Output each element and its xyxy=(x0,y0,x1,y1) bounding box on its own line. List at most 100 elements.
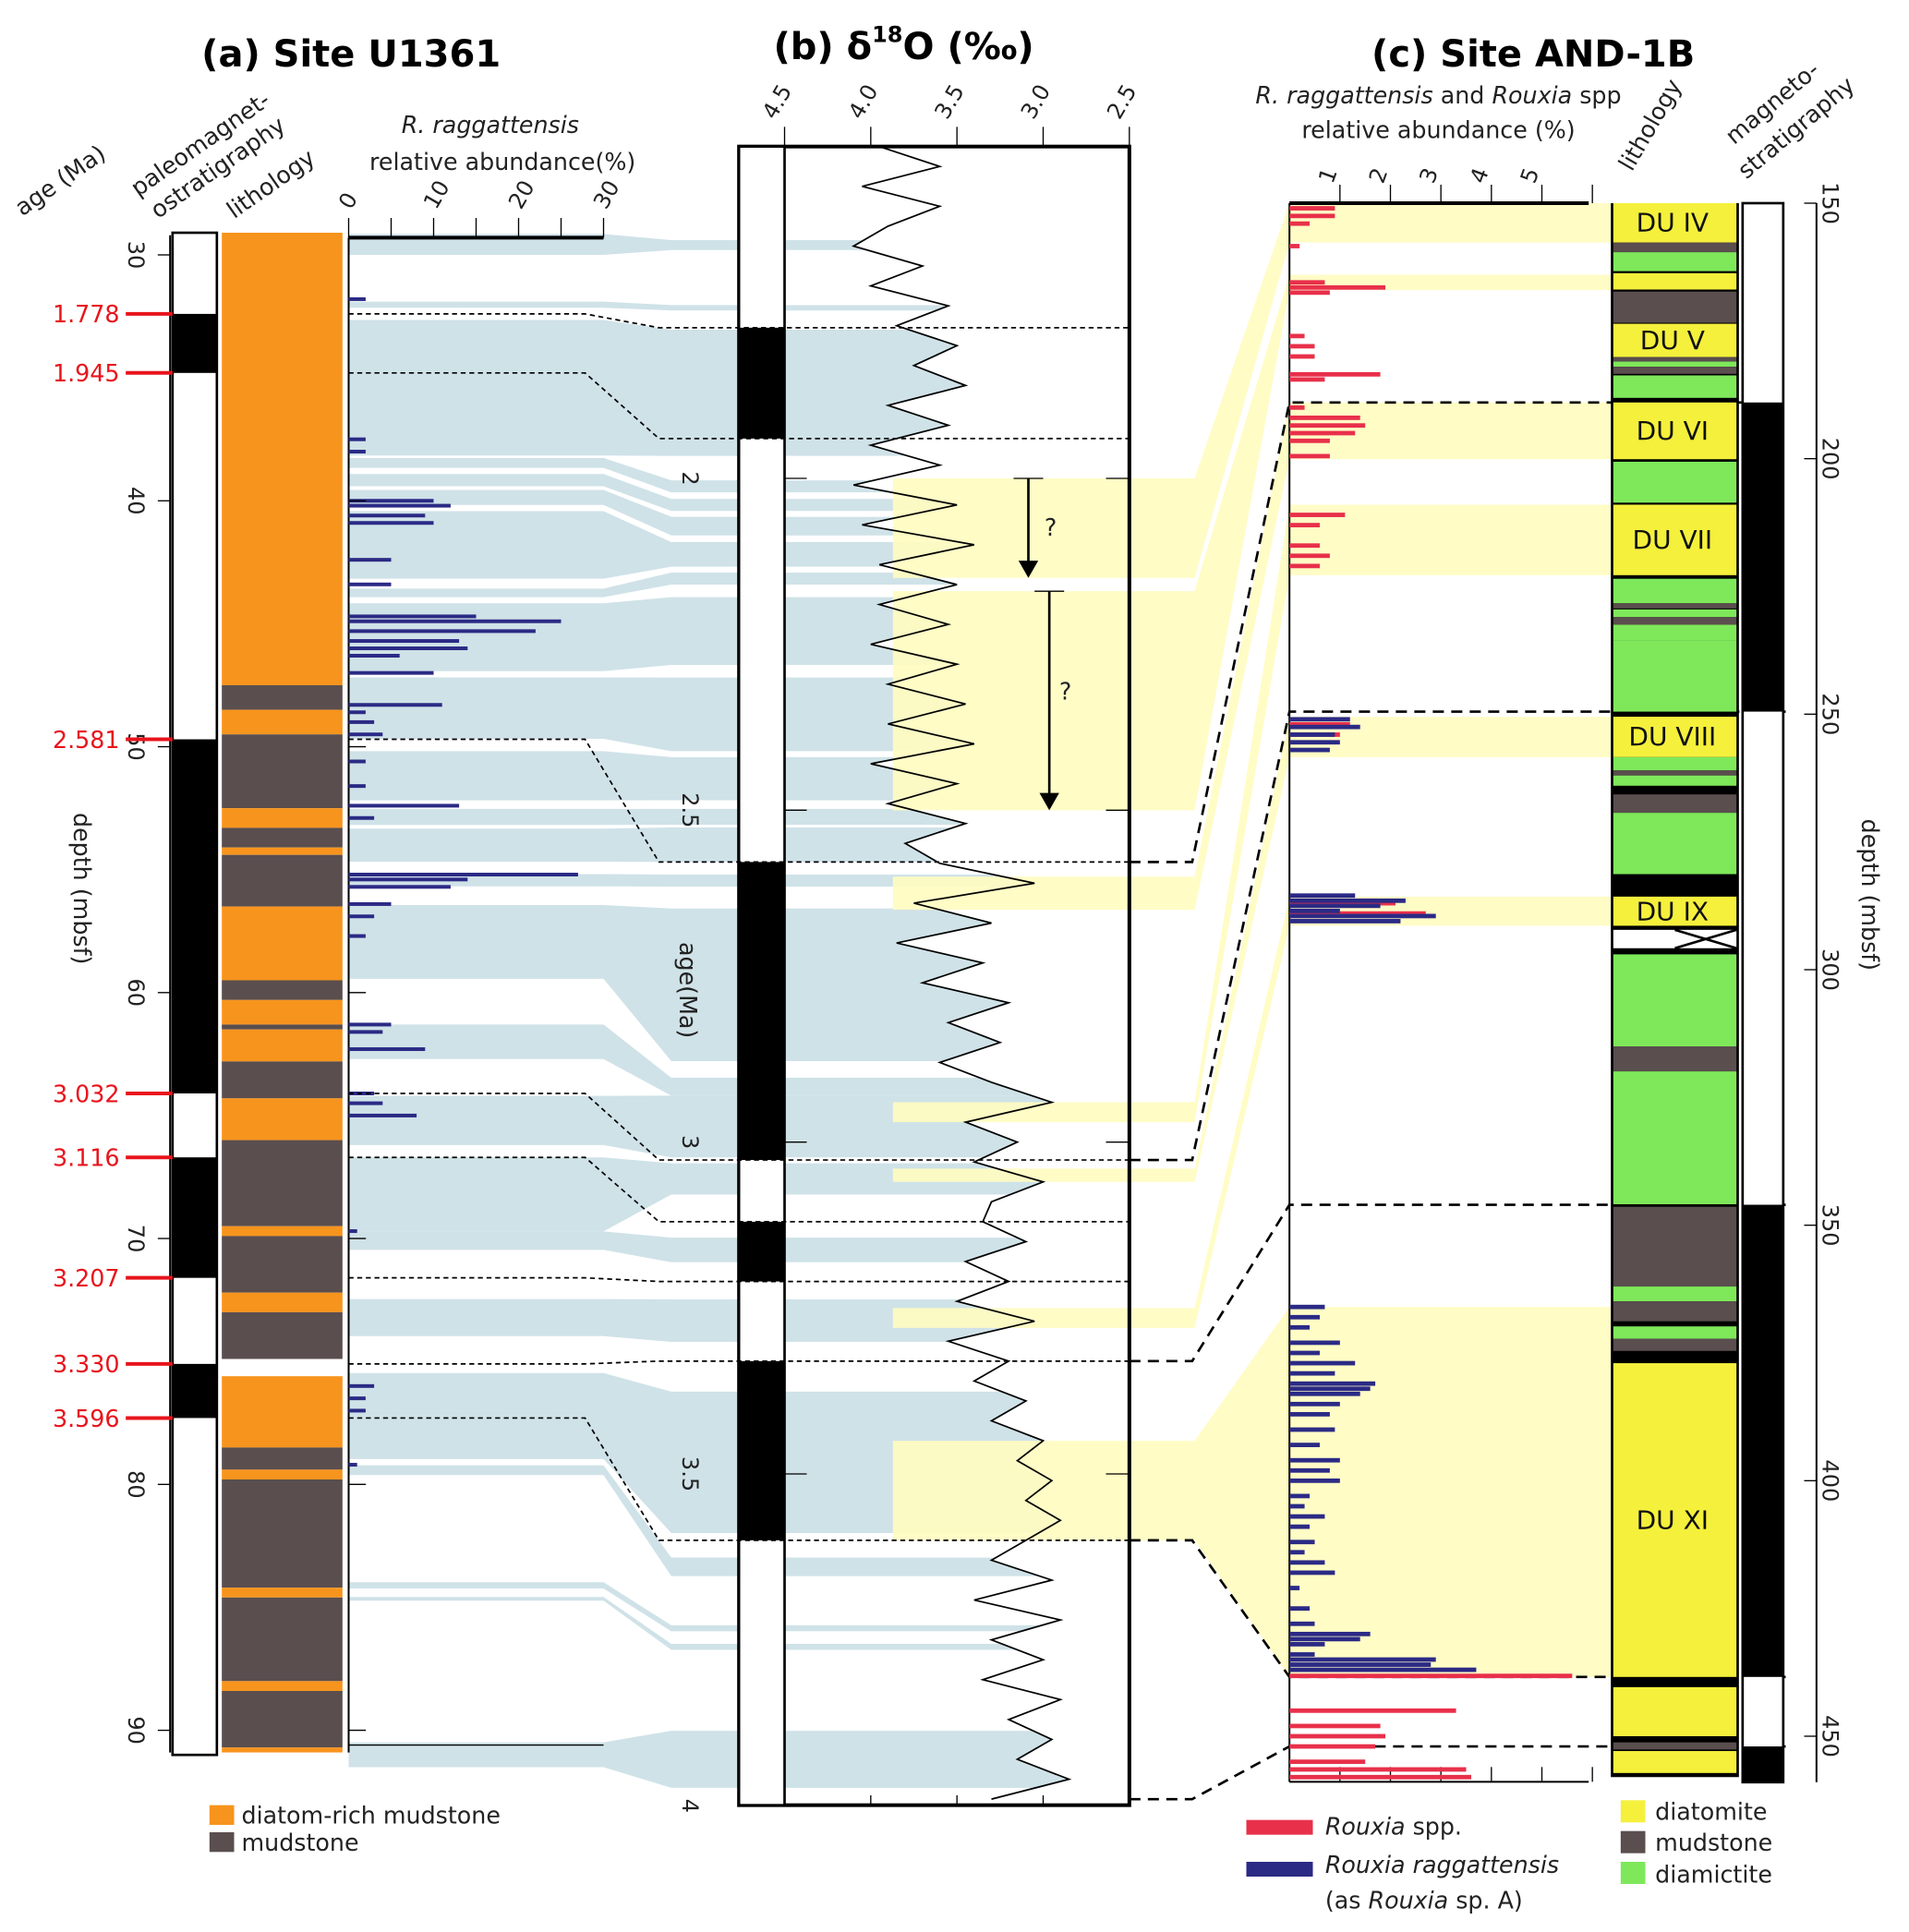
rouxia-spp-bar-c xyxy=(1289,543,1320,549)
rouxia-spp-bar-c xyxy=(1289,416,1360,420)
core-gap-cross-icon xyxy=(1674,928,1737,950)
age-tick-label: 2.5 xyxy=(677,792,703,827)
abundance-tick-label-a: 20 xyxy=(503,176,540,213)
correlation-band-grey-b xyxy=(739,1643,1069,1650)
raggattensis-bar-c xyxy=(1289,1540,1315,1545)
raggattensis-bar-a xyxy=(348,901,392,906)
age-tie-label: 3.207 xyxy=(53,1264,120,1292)
arrow-head-icon xyxy=(1039,792,1059,811)
raggattensis-bar-c xyxy=(1289,1340,1340,1346)
age-tie-label: 3.116 xyxy=(53,1144,120,1172)
rouxia-spp-bar-c xyxy=(1289,1744,1376,1749)
correlation-band-grey-b xyxy=(739,1077,1069,1096)
depositional-unit-label: DU VI xyxy=(1637,416,1709,446)
correlation-band-grey-b xyxy=(739,1624,1069,1632)
raggattensis-bar-a xyxy=(348,582,392,586)
rouxia-spp-bar-c xyxy=(1289,284,1386,290)
abundance-tick-label-c: 1 xyxy=(1313,164,1343,187)
correlation-band-yellow xyxy=(892,402,1613,911)
correlation-band-grey xyxy=(348,874,740,887)
d18o-tick-label: 3.5 xyxy=(929,80,969,124)
rouxia-spp-bar-c xyxy=(1289,453,1330,459)
legend-label-diamictite: diamictite xyxy=(1655,1861,1772,1889)
lithology-layer-c xyxy=(1613,1071,1737,1204)
lithology-layer-a xyxy=(222,1140,343,1226)
correlation-band-grey xyxy=(348,1095,740,1158)
raggattensis-bar-c xyxy=(1289,1606,1311,1612)
lithology-layer-c xyxy=(1613,1326,1737,1339)
abundance-tick-label-a: 0 xyxy=(333,188,363,213)
raggattensis-bar-c xyxy=(1289,1443,1320,1447)
lithology-layer-c xyxy=(1613,578,1737,604)
raggattensis-bar-a xyxy=(348,614,477,619)
age-tick-label: 3.5 xyxy=(677,1456,703,1491)
lithology-layer-a xyxy=(222,1681,343,1691)
rouxia-spp-bar-c xyxy=(1289,206,1335,211)
rouxia-spp-bar-c xyxy=(1289,333,1305,339)
rouxia-spp-bar-c xyxy=(1289,563,1320,569)
lithology-layer-a xyxy=(222,233,343,685)
depth-tick-label-a: 40 xyxy=(123,487,149,515)
lithology-layer-c xyxy=(1613,617,1737,625)
tie-line-a-b xyxy=(348,313,1130,329)
lithology-layer-a xyxy=(222,1376,343,1448)
lithology-layer-a xyxy=(222,1029,343,1062)
correlation-band-grey-b xyxy=(739,808,1069,826)
lithology-layer-c xyxy=(1613,609,1737,618)
lithology-layer-a xyxy=(222,1747,343,1753)
depth-tick-label-c: 450 xyxy=(1818,1715,1843,1757)
polarity-normal-chron-c xyxy=(1742,1746,1783,1782)
correlation-band-grey xyxy=(348,511,740,579)
raggattensis-bar-c xyxy=(1289,919,1401,924)
legend-swatch-mudstone xyxy=(209,1832,235,1853)
lithology-layer-c xyxy=(1613,203,1737,243)
lithology-layer-a xyxy=(222,734,343,809)
rouxia-spp-bar-c xyxy=(1289,1673,1573,1679)
legend-swatch-diatomite xyxy=(1620,1800,1646,1823)
raggattensis-bar-c xyxy=(1289,1631,1371,1636)
tie-line-a-b xyxy=(348,1359,1130,1365)
tie-line-a-b xyxy=(348,1156,1130,1223)
lithology-layer-a xyxy=(222,1447,343,1470)
lithology-layer-a xyxy=(222,827,343,848)
correlation-band-grey xyxy=(348,1024,740,1096)
raggattensis-bar-a xyxy=(348,1229,357,1234)
depth-tick-label-a: 90 xyxy=(123,1716,149,1745)
raggattensis-bar-c xyxy=(1289,717,1350,722)
depth-tick-label-a: 70 xyxy=(123,1225,149,1253)
raggattensis-bar-a xyxy=(348,872,578,876)
legend-label-rouxia-raggattensis: Rouxia raggattensis xyxy=(1325,1851,1559,1878)
lithology-layer-c xyxy=(1613,1301,1737,1322)
lithology-layer-a xyxy=(222,854,343,907)
raggattensis-bar-c xyxy=(1289,1324,1311,1330)
raggattensis-bar-a xyxy=(348,654,400,658)
lithology-layer-c xyxy=(1613,813,1737,875)
lithology-layer-c xyxy=(1613,356,1737,362)
depth-tick-label-a: 80 xyxy=(123,1470,149,1499)
correlation-band-grey xyxy=(348,905,740,1061)
lithology-layer-c xyxy=(1613,242,1737,253)
lithology-layer-a xyxy=(222,999,343,1025)
raggattensis-bar-c xyxy=(1289,747,1330,753)
raggattensis-bar-c xyxy=(1289,724,1360,730)
raggattensis-bar-c xyxy=(1289,903,1381,909)
tie-line-a-b xyxy=(348,1417,1130,1541)
raggattensis-bar-a xyxy=(348,437,366,441)
tie-line-a-b xyxy=(348,1093,1130,1161)
raggattensis-bar-c xyxy=(1289,893,1356,899)
polarity-normal-chron-b xyxy=(739,1360,785,1540)
rouxia-spp-bar-c xyxy=(1289,523,1320,527)
lithology-layer-c xyxy=(1613,504,1737,575)
raggattensis-bar-c xyxy=(1289,1636,1360,1642)
legend-swatch-diamictite xyxy=(1620,1862,1646,1884)
tie-line-b-c xyxy=(1129,1745,1786,1801)
d18o-curve xyxy=(851,145,1072,1800)
raggattensis-bar-a xyxy=(348,1101,383,1105)
rouxia-spp-bar-c xyxy=(1289,244,1300,248)
raggattensis-bar-c xyxy=(1289,1457,1340,1463)
correlation-band-grey-b xyxy=(739,239,1069,250)
legend-label-diatomite: diatomite xyxy=(1655,1798,1767,1826)
lithology-layer-c xyxy=(1613,1046,1737,1072)
age-tie-label: 3.596 xyxy=(53,1405,120,1432)
raggattensis-bar-a xyxy=(348,803,460,808)
